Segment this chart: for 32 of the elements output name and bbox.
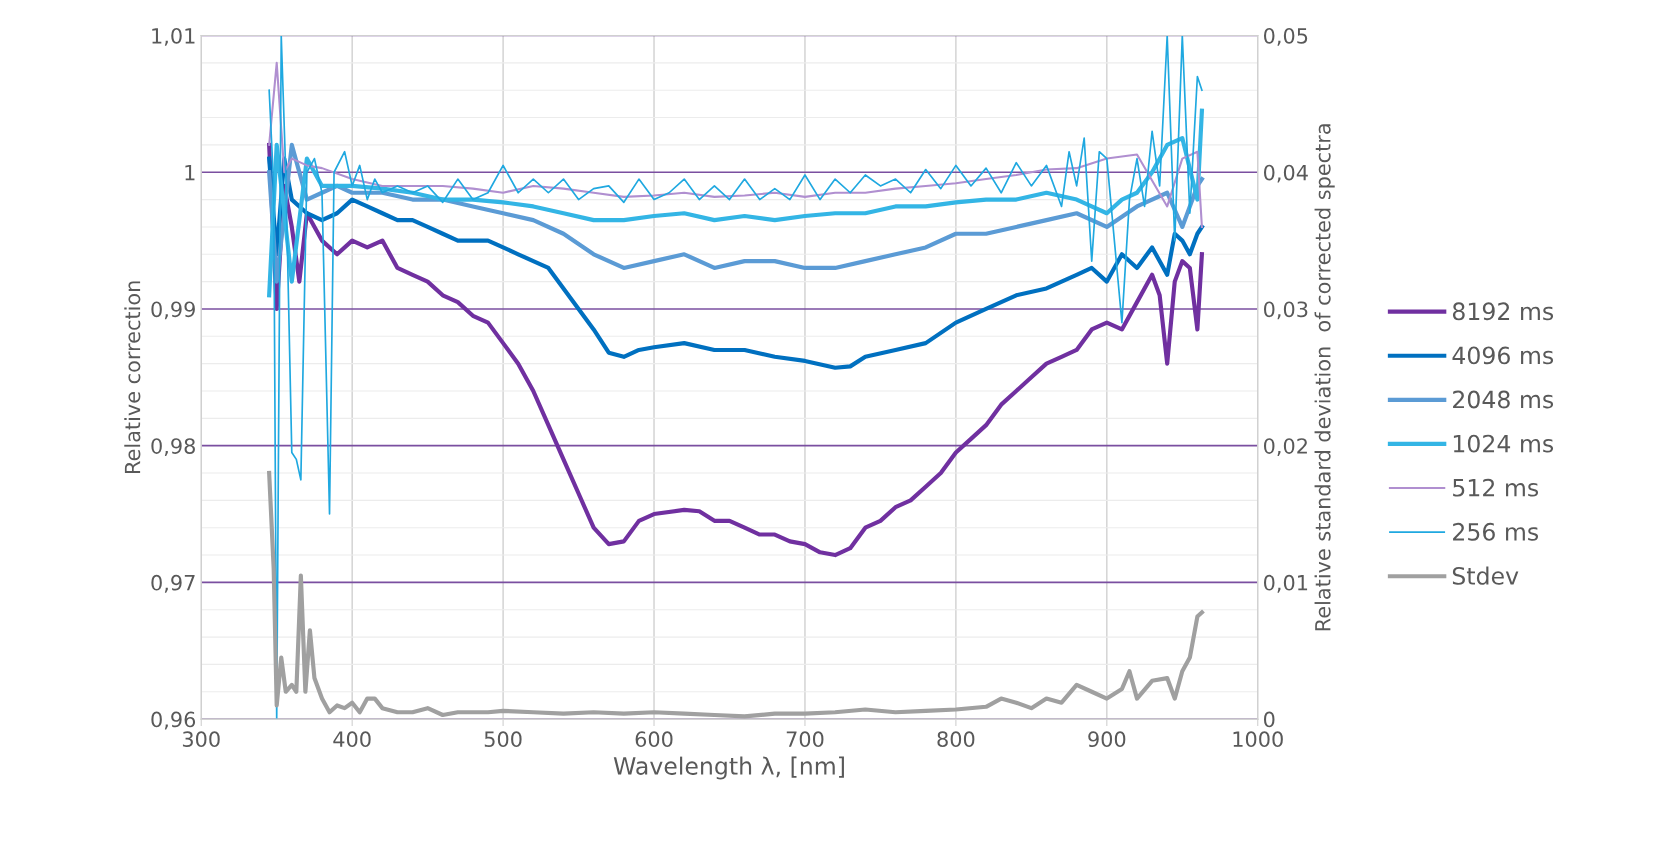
y-tick-label: 1 <box>185 164 195 181</box>
y2-axis-title: Relative standard deviation of corrected spectra <box>1314 124 1335 631</box>
legend-label: 512 ms <box>1453 478 1539 497</box>
x-tick-label: 500 <box>484 731 522 748</box>
y-tick-label: 0,99 <box>151 301 195 320</box>
x-tick-label: 900 <box>1088 731 1126 748</box>
legend-label: 8192 ms <box>1452 302 1554 321</box>
y2-tick-label: 0 <box>1263 711 1275 728</box>
y2-tick-label: 0,03 <box>1263 301 1308 320</box>
line-series <box>267 470 1204 719</box>
x-tick-label: 700 <box>786 731 824 748</box>
y2-tick-label: 0,04 <box>1263 164 1308 183</box>
legend-label: 2048 ms <box>1453 390 1554 409</box>
y-tick-label: 0,97 <box>151 574 195 593</box>
y2-tick-label: 0,05 <box>1263 27 1308 46</box>
x-tick-label: 1000 <box>1233 731 1283 748</box>
x-tick-label: 400 <box>333 731 371 748</box>
legend-label: Stdev <box>1452 566 1519 585</box>
y-tick-label: 0,98 <box>151 438 195 457</box>
legend-label: 4096 ms <box>1452 346 1554 365</box>
y-tick-label: 1,01 <box>152 27 195 46</box>
line-series <box>268 61 1203 228</box>
y2-tick-label: 0,02 <box>1263 438 1307 457</box>
y-axis-title: Relative correction <box>124 281 141 473</box>
y-tick-label: 0,96 <box>151 711 196 730</box>
legend-label: 1024 ms <box>1453 434 1554 453</box>
x-tick-label: 600 <box>635 731 673 748</box>
x-axis-title: Wavelength λ, [nm] <box>613 756 844 780</box>
x-tick-label: 300 <box>182 731 220 748</box>
legend-label: 256 ms <box>1453 522 1539 541</box>
x-tick-label: 800 <box>937 731 975 748</box>
y2-tick-label: 0,01 <box>1263 574 1308 593</box>
